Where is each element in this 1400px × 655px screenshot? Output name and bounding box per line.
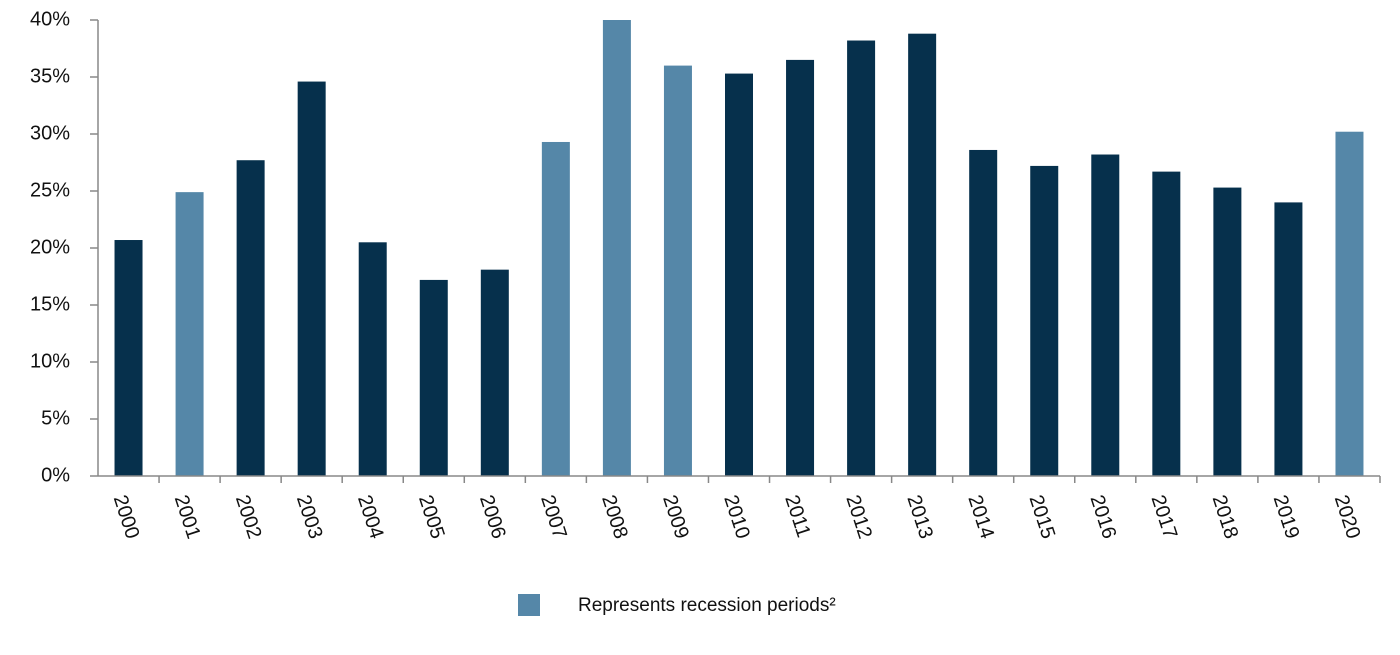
legend-label: Represents recession periods² (578, 595, 836, 616)
x-tick-label: 2017 (1147, 492, 1182, 541)
bar (480, 269, 509, 476)
bar (1030, 165, 1059, 477)
bar (541, 141, 570, 477)
x-tick-label: 2005 (414, 492, 449, 541)
bar (358, 242, 387, 476)
x-tick-label: 2018 (1208, 492, 1243, 541)
y-tick-label: 0% (41, 464, 70, 486)
x-tick-label: 2020 (1330, 492, 1365, 541)
y-tick-label: 20% (30, 236, 70, 258)
bar (175, 192, 204, 476)
bar (1213, 187, 1242, 476)
bar (1091, 154, 1120, 476)
x-tick-label: 2010 (719, 492, 754, 541)
bar (1152, 171, 1181, 476)
bar (725, 73, 753, 476)
bar (419, 279, 448, 476)
bar (1335, 131, 1364, 476)
x-tick-label: 2007 (536, 492, 571, 541)
x-tick-label: 2009 (658, 492, 693, 541)
y-tick-label: 30% (30, 122, 70, 144)
bar (908, 33, 937, 477)
bar (786, 59, 815, 477)
x-tick-label: 2012 (841, 492, 876, 541)
y-tick-label: 40% (30, 8, 70, 30)
y-tick-label: 25% (30, 179, 70, 201)
x-tick-label: 2011 (780, 492, 814, 540)
y-tick-label: 5% (41, 407, 70, 429)
bar (236, 160, 265, 476)
bar (1274, 202, 1303, 476)
x-tick-label: 2008 (597, 492, 632, 541)
x-tick-label: 2015 (1024, 492, 1059, 541)
bar (663, 65, 692, 476)
bar (847, 40, 876, 477)
x-tick-label: 2000 (109, 492, 144, 541)
x-tick-label: 2004 (353, 492, 388, 541)
x-tick-label: 2016 (1086, 492, 1121, 541)
y-tick-label: 35% (30, 65, 70, 87)
x-tick-label: 2014 (963, 492, 998, 541)
bar (297, 81, 326, 476)
x-tick-label: 2013 (902, 492, 937, 541)
y-tick-label: 15% (30, 293, 70, 315)
bar (602, 20, 631, 476)
x-tick-label: 2001 (170, 492, 205, 541)
y-tick-label: 10% (30, 350, 70, 372)
bar (114, 240, 143, 476)
bar (969, 149, 998, 476)
legend-swatch (518, 594, 540, 616)
x-tick-label: 2019 (1269, 492, 1304, 541)
x-tick-label: 2006 (475, 492, 510, 541)
x-tick-label: 2002 (231, 492, 266, 541)
x-tick-label: 2003 (292, 492, 327, 541)
